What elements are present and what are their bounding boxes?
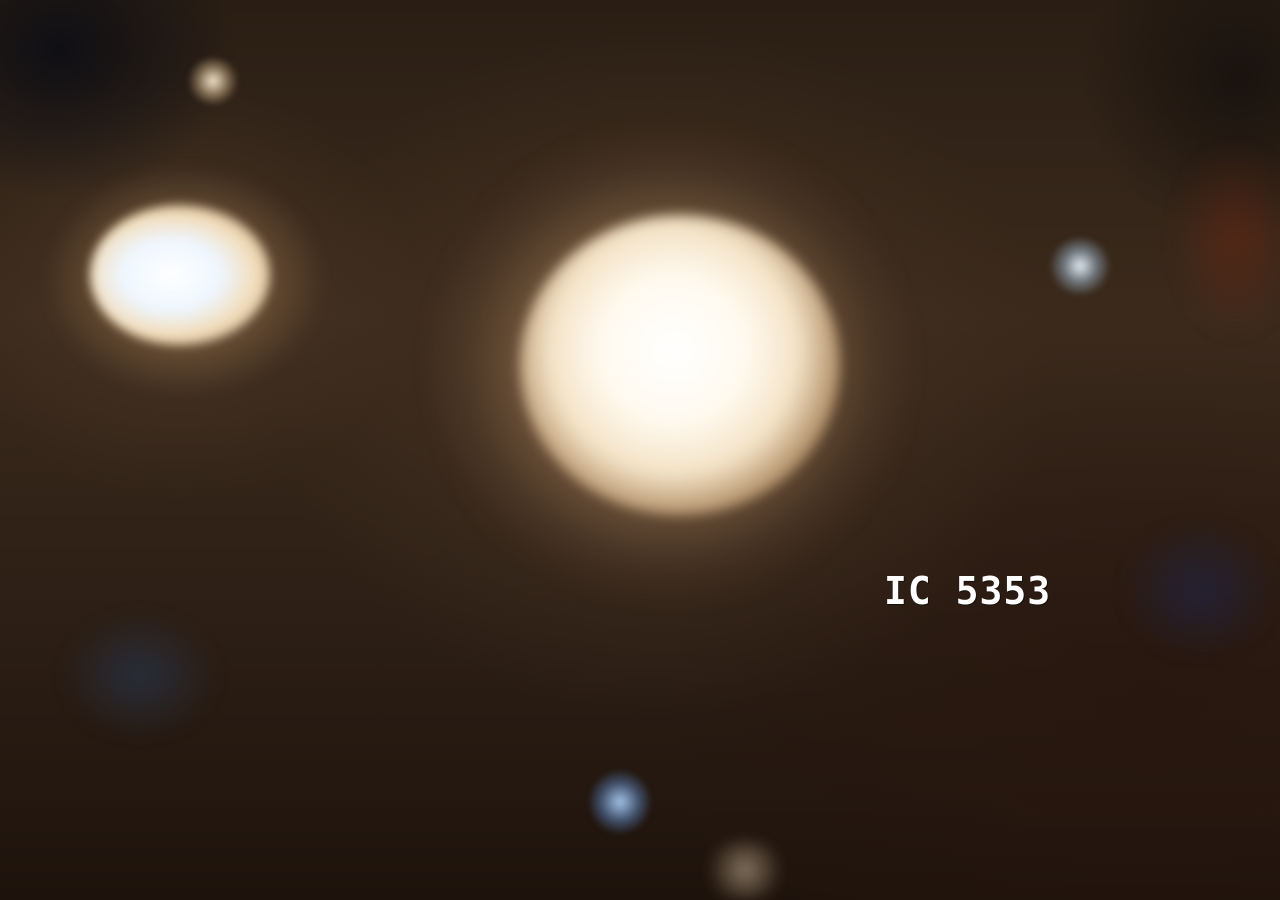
- star-bottom-faint: [700, 840, 790, 900]
- main-galaxy-halo: [430, 130, 910, 600]
- companion-galaxy-core: [90, 205, 270, 345]
- main-galaxy-core: [520, 215, 840, 515]
- star-right: [1050, 238, 1110, 294]
- blue-patch-left: [60, 610, 220, 740]
- galaxy-label: IC 5353: [884, 569, 1052, 613]
- blue-patch-right: [1120, 520, 1280, 660]
- star-top-left: [188, 58, 238, 104]
- companion-galaxy-halo: [50, 170, 320, 390]
- dark-region-top-right: [1080, 0, 1280, 240]
- dark-region-top-left: [0, 0, 240, 200]
- red-dust-patch: [1170, 140, 1280, 340]
- star-bottom-blue: [590, 770, 650, 834]
